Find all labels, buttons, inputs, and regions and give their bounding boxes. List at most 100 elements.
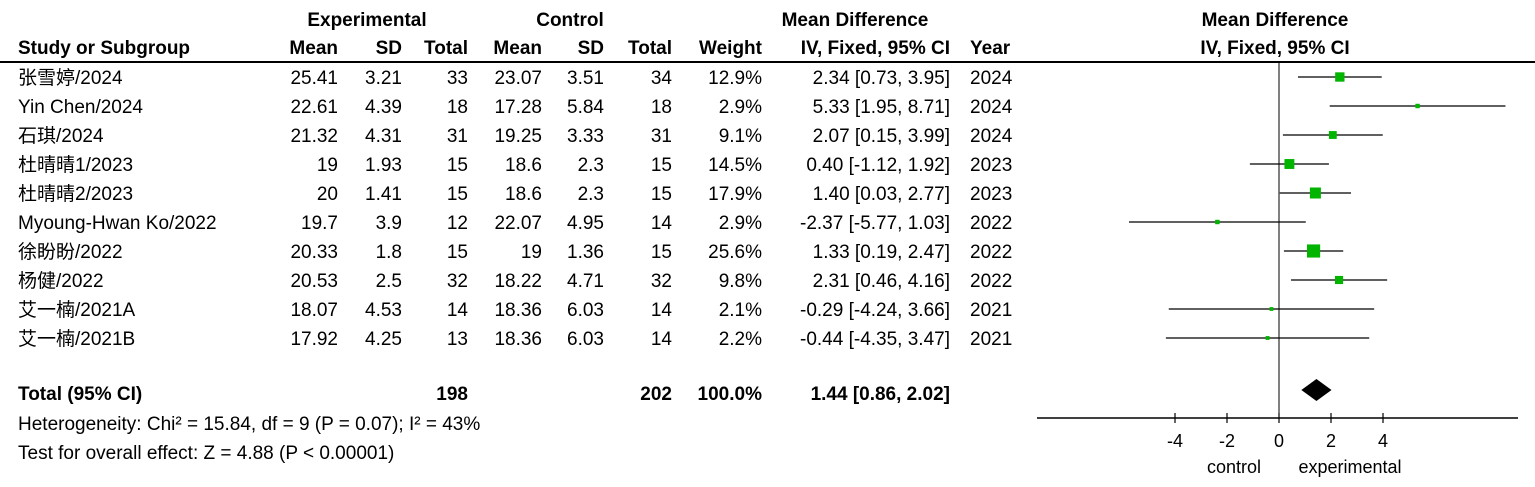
row-weight: 14.5% (708, 155, 762, 176)
row-mean-e: 19 (316, 155, 338, 176)
row-study: 艾一楠/2021A (18, 300, 136, 321)
row-year: 2021 (970, 300, 1013, 321)
row-total-e: 33 (446, 68, 468, 89)
favours-experimental-label: experimental (1298, 457, 1401, 477)
row-sd-e: 1.93 (365, 155, 402, 176)
total-weight: 100.0% (697, 384, 762, 405)
row-weight: 12.9% (708, 68, 762, 89)
row-total-e: 13 (446, 329, 468, 350)
row-study: Myoung-Hwan Ko/2022 (18, 213, 217, 234)
row-total-e: 15 (446, 242, 468, 263)
row-mean-c: 18.6 (505, 184, 542, 205)
row-total-e: 14 (446, 300, 468, 321)
row-ci: 5.33 [1.95, 8.71] (812, 97, 950, 118)
row-mean-c: 22.07 (494, 213, 542, 234)
row-sd-c: 1.36 (567, 242, 604, 263)
row-year: 2022 (970, 242, 1013, 263)
plot-title: Mean Difference (1201, 10, 1349, 31)
row-ci: -0.29 [-4.24, 3.66] (800, 300, 950, 321)
row-study: Yin Chen/2024 (18, 97, 144, 118)
x-tick-label: -4 (1167, 431, 1183, 451)
row-sd-e: 3.21 (365, 68, 402, 89)
row-total-e: 18 (446, 97, 468, 118)
favours-control-label: control (1207, 457, 1261, 477)
row-total-c: 14 (650, 213, 672, 234)
row-study: 徐盼盼/2022 (18, 242, 123, 263)
row-total-c: 31 (650, 126, 672, 147)
col-ci: IV, Fixed, 95% CI (800, 38, 950, 59)
col-weight: Weight (699, 38, 762, 59)
row-weight: 9.1% (718, 126, 762, 147)
row-total-c: 18 (650, 97, 672, 118)
row-ci: 1.40 [0.03, 2.77] (812, 184, 950, 205)
row-study: 石琪/2024 (18, 126, 104, 147)
plot-subtitle: IV, Fixed, 95% CI (1200, 38, 1350, 59)
row-mean-e: 20 (316, 184, 338, 205)
row-mean-c: 18.36 (494, 329, 542, 350)
row-sd-e: 1.8 (375, 242, 402, 263)
study-marker (1269, 307, 1274, 311)
row-study: 艾一楠/2021B (18, 329, 136, 350)
header-rule (0, 61, 1535, 63)
row-year: 2022 (970, 213, 1013, 234)
row-sd-c: 2.3 (577, 155, 604, 176)
row-total-c: 32 (650, 271, 672, 292)
row-year: 2023 (970, 184, 1013, 205)
header-control: Control (536, 10, 604, 31)
row-mean-e: 22.61 (290, 97, 338, 118)
row-total-c: 15 (650, 155, 672, 176)
row-total-c: 14 (650, 300, 672, 321)
row-sd-c: 6.03 (567, 300, 604, 321)
row-sd-c: 2.3 (577, 184, 604, 205)
col-sd-c: SD (577, 38, 604, 59)
row-mean-c: 19 (520, 242, 542, 263)
row-ci: 2.07 [0.15, 3.99] (812, 126, 950, 147)
total-label: Total (95% CI) (18, 384, 143, 405)
row-sd-e: 4.31 (365, 126, 402, 147)
row-year: 2023 (970, 155, 1013, 176)
row-study: 杜晴晴2/2023 (18, 184, 134, 205)
row-ci: -2.37 [-5.77, 1.03] (800, 213, 950, 234)
row-mean-e: 20.53 (290, 271, 338, 292)
study-marker (1309, 187, 1321, 199)
row-sd-c: 5.84 (567, 97, 604, 118)
row-total-c: 15 (650, 184, 672, 205)
row-mean-c: 17.28 (494, 97, 542, 118)
row-year: 2022 (970, 271, 1013, 292)
row-mean-c: 23.07 (494, 68, 542, 89)
header-mean-difference: Mean Difference (781, 10, 929, 31)
x-tick-label: 4 (1378, 431, 1388, 451)
row-total-c: 14 (650, 329, 672, 350)
row-weight: 2.9% (718, 97, 762, 118)
row-sd-e: 3.9 (375, 213, 402, 234)
row-ci: 0.40 [-1.12, 1.92] (806, 155, 950, 176)
row-sd-e: 2.5 (375, 271, 402, 292)
row-sd-c: 6.03 (567, 329, 604, 350)
row-ci: 2.34 [0.73, 3.95] (812, 68, 950, 89)
row-mean-c: 18.22 (494, 271, 542, 292)
row-study: 张雪婷/2024 (18, 68, 123, 89)
row-year: 2024 (970, 97, 1013, 118)
row-weight: 2.2% (718, 329, 762, 350)
row-mean-e: 18.07 (290, 300, 338, 321)
row-sd-c: 3.33 (567, 126, 604, 147)
row-total-e: 15 (446, 184, 468, 205)
row-mean-e: 20.33 (290, 242, 338, 263)
row-total-e: 15 (446, 155, 468, 176)
pooled-diamond (1301, 379, 1332, 401)
x-tick-label: -2 (1219, 431, 1235, 451)
row-mean-e: 21.32 (290, 126, 338, 147)
row-sd-e: 4.53 (365, 300, 402, 321)
study-marker (1334, 275, 1344, 285)
row-weight: 9.8% (718, 271, 762, 292)
x-tick-label: 2 (1326, 431, 1336, 451)
x-tick-label: 0 (1274, 431, 1284, 451)
row-weight: 2.1% (718, 300, 762, 321)
row-total-e: 32 (446, 271, 468, 292)
row-ci: 1.33 [0.19, 2.47] (812, 242, 950, 263)
row-year: 2021 (970, 329, 1013, 350)
study-marker (1415, 103, 1420, 109)
row-study: 杨健/2022 (18, 271, 104, 292)
row-sd-e: 4.25 (365, 329, 402, 350)
